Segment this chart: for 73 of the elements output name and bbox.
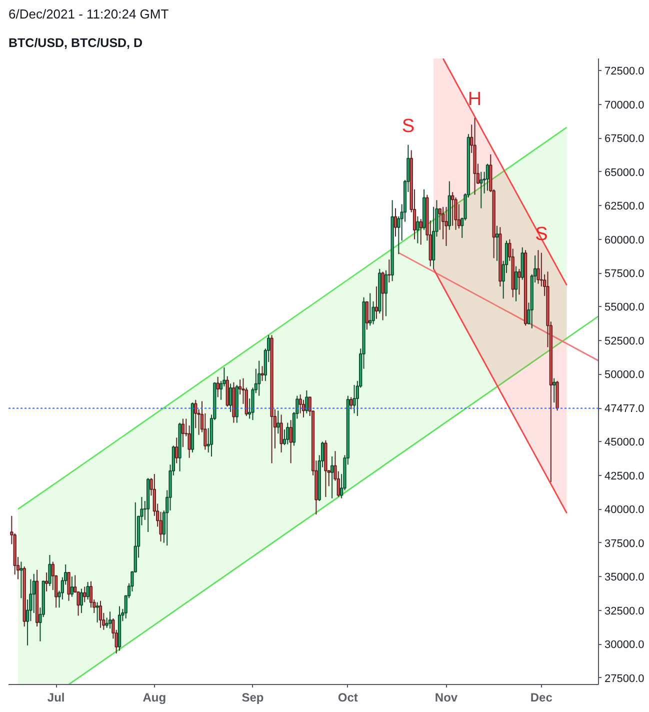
y-tick-label: 30000.0 xyxy=(604,639,644,652)
x-tick-label: Sep xyxy=(242,690,264,704)
candlestick xyxy=(96,602,99,623)
candlestick xyxy=(108,611,112,630)
candlestick xyxy=(298,394,302,414)
y-tick-label: 62500.0 xyxy=(604,200,644,213)
y-tick-label: 32500.0 xyxy=(604,605,644,618)
y-tick-label: 40000.0 xyxy=(604,504,644,516)
candlestick xyxy=(419,218,422,246)
y-tick-label: 57500.0 xyxy=(604,268,644,280)
candlestick xyxy=(289,420,292,464)
candlestick xyxy=(486,163,490,192)
y-tick-label: 35000.0 xyxy=(604,572,644,584)
candlestick xyxy=(365,300,369,330)
candlestick xyxy=(86,581,90,600)
x-tick-label: Nov xyxy=(434,690,458,704)
y-tick-label: 27500.0 xyxy=(604,672,644,685)
candlestick xyxy=(350,396,353,410)
y-tick-label: 37500.0 xyxy=(604,538,644,550)
y-tick-label: 72500.0 xyxy=(604,66,644,78)
candlestick xyxy=(98,600,102,628)
chart-title: BTC/USD, BTC/USD, D xyxy=(8,36,143,50)
candlestick xyxy=(518,268,521,296)
y-tick-label: 52500.0 xyxy=(604,335,644,348)
y-tick-label: 55000.0 xyxy=(604,302,644,314)
candlestick xyxy=(416,216,420,244)
candlestick xyxy=(276,410,280,434)
ref-line-label: 47477.0 xyxy=(604,403,644,416)
candlestick xyxy=(83,586,86,603)
candlestick xyxy=(368,292,372,326)
candlestick xyxy=(552,378,556,404)
text: 6/Dec/2021 - 11:20:24 GMT xyxy=(8,6,169,22)
candlestick xyxy=(352,384,356,414)
annotation: H xyxy=(468,88,482,110)
x-tick-label: Jul xyxy=(47,690,65,704)
candlestick xyxy=(384,270,388,317)
x-tick-label: Dec xyxy=(530,690,553,704)
candlestick xyxy=(480,171,483,209)
candlestick xyxy=(175,437,178,464)
y-tick-label: 70000.0 xyxy=(604,99,644,112)
candlestick xyxy=(280,414,283,453)
candlestick xyxy=(181,418,185,448)
candlestick xyxy=(451,192,454,226)
candlestick xyxy=(216,376,220,398)
candlestick xyxy=(388,259,391,283)
y-tick-label: 67500.0 xyxy=(604,133,644,146)
candlestick xyxy=(80,588,84,614)
candlestick xyxy=(444,206,448,247)
candlestick xyxy=(394,208,398,238)
y-tick-label: 65000.0 xyxy=(604,166,644,179)
candlestick xyxy=(286,422,290,445)
candlestick xyxy=(258,360,261,396)
annotation: S xyxy=(402,116,415,137)
y-tick-label: 50000.0 xyxy=(604,369,644,382)
candlestick xyxy=(260,366,264,382)
candlestick xyxy=(228,383,232,412)
candlestick xyxy=(374,286,378,320)
candlestick xyxy=(20,561,23,599)
x-tick-label: Oct xyxy=(338,690,358,704)
candlestick xyxy=(330,456,334,499)
y-tick-label: 45000.0 xyxy=(604,436,644,449)
candlestick xyxy=(536,250,540,284)
y-tick-label: 60000.0 xyxy=(604,234,644,246)
candlestick xyxy=(514,266,518,302)
x-tick-label: Aug xyxy=(142,690,166,704)
y-tick-label: 42500.0 xyxy=(604,470,644,482)
candlestick xyxy=(67,572,70,602)
candlestick xyxy=(381,271,384,321)
candlestick xyxy=(44,572,48,592)
candlestick xyxy=(495,225,499,262)
candlestick xyxy=(70,576,74,598)
candlestick xyxy=(305,390,308,414)
candlestick xyxy=(48,554,52,587)
